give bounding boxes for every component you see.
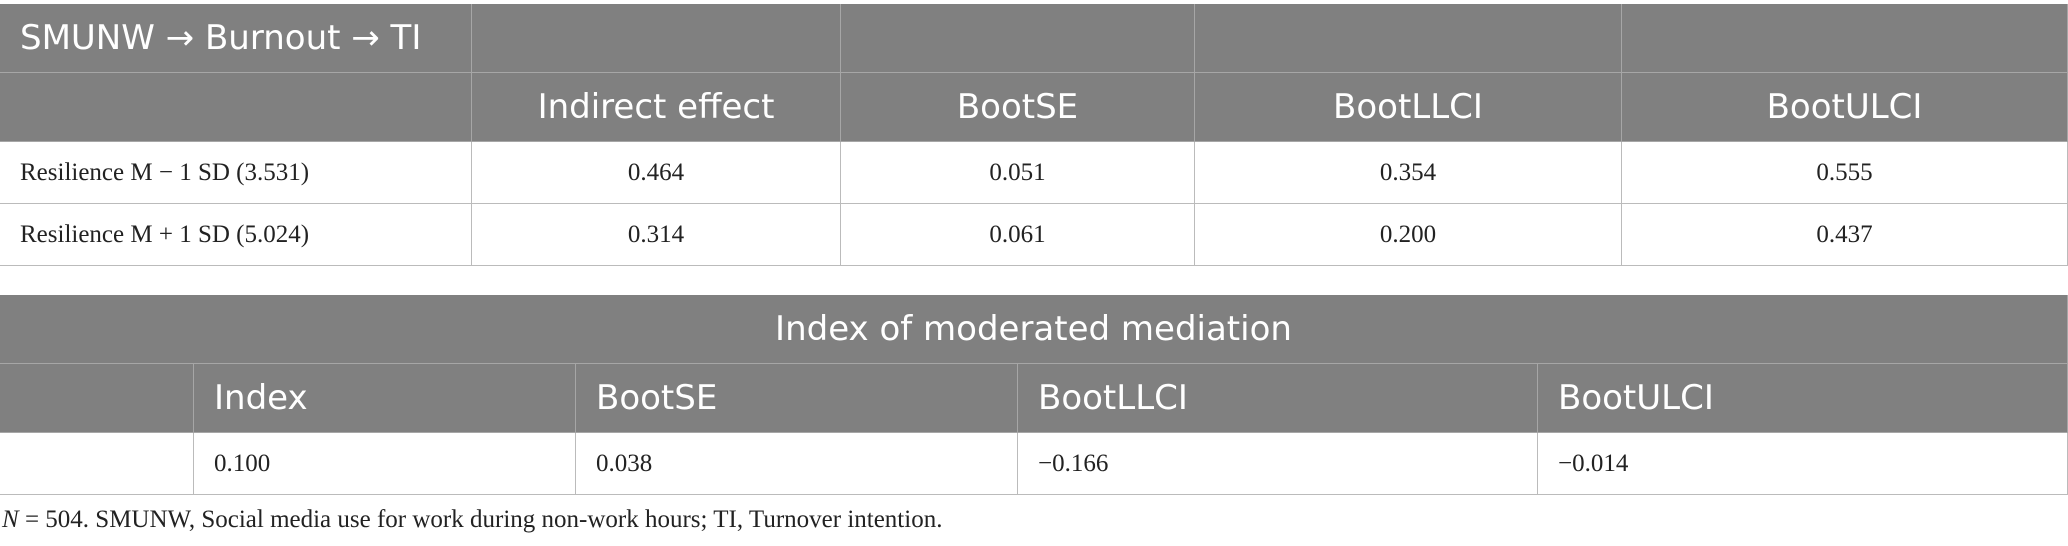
column-header: Index	[194, 364, 576, 433]
column-header: BootLLCI	[1195, 73, 1622, 142]
column-header: BootULCI	[1622, 73, 2068, 142]
column-header: BootSE	[841, 73, 1195, 142]
table-cell: 0.061	[841, 204, 1195, 266]
table-cell: −0.166	[1018, 433, 1538, 495]
table-cell: 0.200	[1195, 204, 1622, 266]
table-cell: 0.051	[841, 142, 1195, 204]
footnote-label: N	[2, 506, 19, 533]
footnote-text: = 504. SMUNW, Social media use for work …	[18, 506, 943, 533]
header-blank	[841, 4, 1195, 73]
row-label: Resilience M + 1 SD (5.024)	[0, 204, 472, 266]
table-cell: 0.314	[472, 204, 841, 266]
column-header: BootSE	[576, 364, 1018, 433]
table-cell: 0.555	[1622, 142, 2068, 204]
table-cell: 0.464	[472, 142, 841, 204]
table-title: SMUNW → Burnout → TI	[0, 4, 472, 73]
table-cell: 0.437	[1622, 204, 2068, 266]
header-blank	[0, 73, 472, 142]
header-blank	[472, 4, 841, 73]
table-cell: 0.354	[1195, 142, 1622, 204]
footnote: N = 504. SMUNW, Social media use for wor…	[2, 506, 942, 534]
column-header: Indirect effect	[472, 73, 841, 142]
table-cell: −0.014	[1538, 433, 2068, 495]
header-blank	[1622, 4, 2068, 73]
row-label: Resilience M − 1 SD (3.531)	[0, 142, 472, 204]
column-header: BootLLCI	[1018, 364, 1538, 433]
column-header: BootULCI	[1538, 364, 2068, 433]
header-blank	[0, 364, 194, 433]
table-title: Index of moderated mediation	[0, 295, 2068, 364]
table-cell: 0.100	[194, 433, 576, 495]
table-cell: 0.038	[576, 433, 1018, 495]
header-blank	[1195, 4, 1622, 73]
row-blank	[0, 433, 194, 495]
